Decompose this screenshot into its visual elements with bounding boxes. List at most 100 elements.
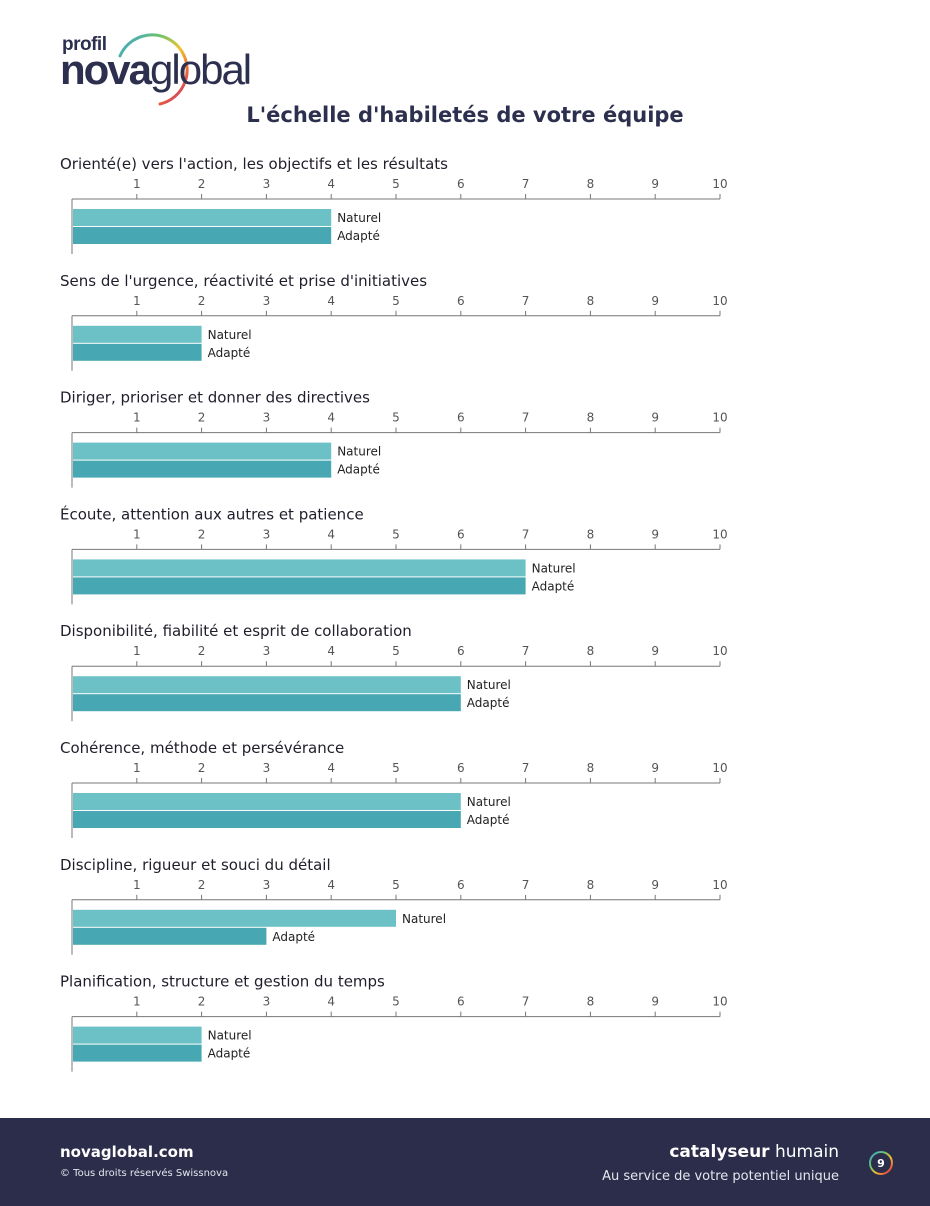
skill-title: Orienté(e) vers l'action, les objectifs … <box>60 155 448 173</box>
tick-label: 8 <box>587 177 595 191</box>
tick-label: 1 <box>133 294 141 308</box>
tick-label: 1 <box>133 527 141 541</box>
bar-naturel <box>73 909 396 927</box>
tick-label: 4 <box>327 878 335 892</box>
tick-label: 3 <box>263 995 271 1009</box>
tick-label: 5 <box>392 294 400 308</box>
tick-label: 1 <box>133 177 141 191</box>
brand-logo: profil novaglobal <box>60 26 260 110</box>
tick-label: 10 <box>712 527 727 541</box>
bar-adapte <box>73 227 332 244</box>
bar-label-naturel: Naturel <box>467 795 511 809</box>
footer-tagline-light: humain <box>769 1142 839 1162</box>
tick-label: 3 <box>263 411 271 425</box>
skills-chart: Orienté(e) vers l'action, les objectifs … <box>60 155 728 1072</box>
tick-label: 9 <box>651 644 659 658</box>
tick-label: 8 <box>587 878 595 892</box>
tick-label: 9 <box>651 411 659 425</box>
skill-title: Disponibilité, fiabilité et esprit de co… <box>60 622 412 640</box>
skill-title: Discipline, rigueur et souci du détail <box>60 856 331 874</box>
tick-label: 2 <box>198 411 206 425</box>
tick-label: 5 <box>392 761 400 775</box>
bar-adapte <box>73 577 526 595</box>
bar-adapte <box>73 811 461 828</box>
tick-label: 4 <box>327 644 335 658</box>
tick-label: 7 <box>522 878 530 892</box>
tick-label: 2 <box>198 527 206 541</box>
bar-naturel <box>73 793 461 810</box>
bar-label-naturel: Naturel <box>208 328 252 342</box>
tick-label: 9 <box>651 177 659 191</box>
tick-label: 9 <box>651 995 659 1009</box>
tick-label: 6 <box>457 177 465 191</box>
tick-label: 2 <box>198 761 206 775</box>
footer: novaglobal.com © Tous droits réservés Sw… <box>0 1118 930 1206</box>
footer-tagline: catalyseur humain <box>669 1142 839 1162</box>
tick-label: 2 <box>198 177 206 191</box>
bar-label-adapte: Adapté <box>337 463 380 477</box>
bar-naturel <box>73 442 332 460</box>
tick-label: 5 <box>392 177 400 191</box>
logo-global: global <box>150 46 252 93</box>
bar-label-naturel: Naturel <box>532 561 576 575</box>
footer-copyright: © Tous droits réservés Swissnova <box>60 1168 229 1179</box>
tick-label: 10 <box>712 411 727 425</box>
tick-label: 10 <box>712 878 727 892</box>
tick-label: 5 <box>392 995 400 1009</box>
tick-label: 4 <box>327 294 335 308</box>
tick-label: 7 <box>522 177 530 191</box>
tick-label: 7 <box>522 995 530 1009</box>
tick-label: 1 <box>133 761 141 775</box>
page-title: L'échelle d'habiletés de votre équipe <box>246 103 684 127</box>
tick-label: 5 <box>392 878 400 892</box>
bar-label-adapte: Adapté <box>532 579 575 593</box>
skill-title: Sens de l'urgence, réactivité et prise d… <box>60 272 427 290</box>
tick-label: 3 <box>263 294 271 308</box>
tick-label: 6 <box>457 878 465 892</box>
tick-label: 7 <box>522 294 530 308</box>
tick-label: 1 <box>133 644 141 658</box>
tick-label: 5 <box>392 411 400 425</box>
footer-tagline-bold: catalyseur <box>669 1142 770 1162</box>
tick-label: 9 <box>651 294 659 308</box>
skill-title: Diriger, prioriser et donner des directi… <box>60 389 370 407</box>
bar-naturel <box>73 325 202 343</box>
tick-label: 6 <box>457 995 465 1009</box>
bar-label-adapte: Adapté <box>272 930 315 944</box>
tick-label: 4 <box>327 761 335 775</box>
tick-label: 10 <box>712 644 727 658</box>
tick-label: 10 <box>712 761 727 775</box>
footer-site-link[interactable]: novaglobal.com <box>60 1143 194 1161</box>
bar-label-adapte: Adapté <box>337 229 380 243</box>
bar-label-naturel: Naturel <box>467 678 511 692</box>
tick-label: 8 <box>587 761 595 775</box>
logo-arc-icon <box>118 33 189 106</box>
bar-naturel <box>73 209 332 226</box>
footer-subtitle: Au service de votre potentiel unique <box>602 1169 839 1184</box>
tick-label: 8 <box>587 995 595 1009</box>
bar-label-adapte: Adapté <box>208 346 251 360</box>
tick-label: 3 <box>263 177 271 191</box>
tick-label: 2 <box>198 294 206 308</box>
tick-label: 7 <box>522 527 530 541</box>
tick-label: 7 <box>522 644 530 658</box>
tick-label: 3 <box>263 878 271 892</box>
tick-label: 10 <box>712 995 727 1009</box>
skill-title: Planification, structure et gestion du t… <box>60 973 385 991</box>
tick-label: 2 <box>198 878 206 892</box>
bar-naturel <box>73 559 526 577</box>
bar-label-naturel: Naturel <box>402 912 446 926</box>
bar-adapte <box>73 927 267 945</box>
logo-wordmark: novaglobal <box>60 46 252 94</box>
tick-label: 4 <box>327 411 335 425</box>
tick-label: 10 <box>712 177 727 191</box>
tick-label: 4 <box>327 177 335 191</box>
tick-label: 6 <box>457 644 465 658</box>
tick-label: 9 <box>651 527 659 541</box>
tick-label: 1 <box>133 878 141 892</box>
tick-label: 3 <box>263 644 271 658</box>
tick-label: 2 <box>198 995 206 1009</box>
tick-label: 9 <box>651 878 659 892</box>
bar-adapte <box>73 694 461 712</box>
page-number: 9 <box>877 1157 885 1170</box>
